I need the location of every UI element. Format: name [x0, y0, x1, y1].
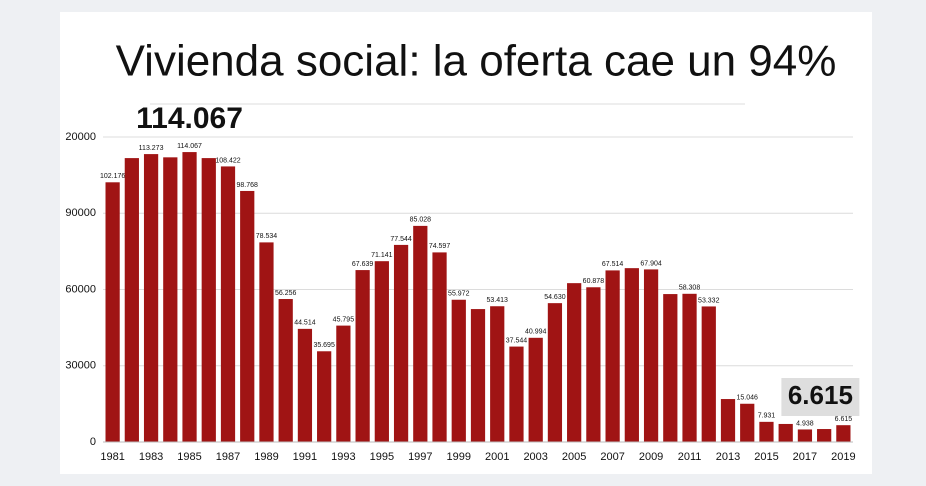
x-tick-label: 1993 — [331, 451, 355, 463]
bar — [317, 351, 332, 442]
bar — [701, 306, 716, 442]
data-label: 55.972 — [448, 291, 470, 298]
bar — [336, 325, 351, 442]
x-tick-label: 1997 — [408, 451, 432, 463]
bar — [470, 309, 486, 442]
x-tick-label: 2017 — [793, 451, 817, 463]
data-label: 85.028 — [410, 217, 432, 224]
data-label: 56.256 — [275, 290, 297, 297]
bar — [105, 182, 120, 442]
bar — [643, 269, 659, 442]
bar — [451, 299, 466, 442]
data-label: 45.795 — [333, 316, 355, 323]
bar — [259, 242, 274, 442]
data-label: 40.994 — [525, 329, 547, 336]
data-label: 15.046 — [737, 395, 759, 402]
data-label: 58.308 — [679, 285, 701, 292]
bar — [528, 337, 543, 442]
x-tick-label: 2003 — [523, 451, 547, 463]
annotation: 114.067 — [136, 102, 243, 135]
bar — [432, 252, 447, 442]
x-tick-label: 1995 — [370, 451, 394, 463]
bar — [624, 268, 639, 442]
bar — [759, 421, 774, 442]
bar — [374, 261, 389, 442]
x-tick-label: 2013 — [716, 451, 740, 463]
x-tick-label: 1987 — [216, 451, 240, 463]
x-tick-label: 2007 — [600, 451, 624, 463]
data-label: 4.938 — [796, 420, 814, 427]
bar — [201, 158, 216, 443]
data-label: 77.544 — [390, 236, 412, 243]
bar — [547, 303, 563, 442]
data-label: 67.904 — [640, 260, 662, 267]
bar — [720, 399, 736, 442]
bar — [490, 306, 505, 442]
data-label: 114.067 — [177, 143, 202, 150]
bar — [605, 270, 620, 442]
data-label: 53.413 — [487, 297, 509, 304]
bar — [778, 423, 793, 442]
data-label: 67.639 — [352, 261, 374, 268]
x-tick-label: 1985 — [177, 451, 201, 463]
data-label: 6.615 — [835, 416, 853, 423]
annotation: 6.615 — [788, 380, 853, 410]
bar — [682, 293, 697, 442]
bar — [740, 403, 755, 442]
bar — [413, 225, 428, 442]
bar — [567, 283, 582, 442]
data-label: 113.273 — [139, 145, 164, 152]
bar — [124, 158, 139, 443]
x-tick-label: 1981 — [100, 451, 124, 463]
data-label: 108.422 — [215, 157, 240, 164]
x-tick-label: 2015 — [754, 451, 778, 463]
bar — [663, 294, 678, 442]
data-label: 7.931 — [758, 413, 776, 420]
y-tick-label: 30000 — [65, 360, 96, 372]
data-label: 98.768 — [237, 182, 259, 189]
bar — [355, 270, 370, 442]
data-label: 60.878 — [583, 278, 605, 285]
x-tick-label: 2011 — [678, 451, 702, 463]
x-tick-label: 1999 — [447, 451, 471, 463]
y-tick-label: 60000 — [65, 283, 96, 295]
y-tick-label: 90000 — [65, 207, 96, 219]
bar — [143, 154, 159, 443]
bar — [509, 346, 524, 442]
bar — [586, 287, 601, 442]
y-tick-label: 20000 — [65, 131, 96, 143]
bar — [836, 425, 851, 442]
annotation-box — [781, 378, 860, 416]
bar — [220, 166, 236, 442]
bar — [297, 328, 313, 442]
bar — [240, 190, 255, 442]
x-tick-label: 1991 — [293, 451, 317, 463]
data-label: 71.141 — [371, 252, 393, 259]
bar — [817, 429, 832, 442]
x-tick-label: 2019 — [831, 451, 855, 463]
x-tick-label: 1989 — [254, 451, 278, 463]
x-tick-label: 2005 — [562, 451, 586, 463]
bar — [797, 429, 813, 442]
data-label: 102.176 — [100, 173, 125, 180]
bar — [163, 157, 178, 443]
x-tick-label: 2001 — [485, 451, 509, 463]
data-label: 67.514 — [602, 261, 624, 268]
data-label: 44.514 — [294, 320, 316, 327]
data-label: 35.695 — [313, 342, 335, 349]
data-label: 74.597 — [429, 243, 451, 250]
bar — [278, 299, 293, 442]
data-label: 53.332 — [698, 297, 720, 304]
chart-title: Vivienda social: la oferta cae un 94% — [116, 37, 837, 86]
y-tick-label: 0 — [90, 436, 96, 448]
data-label: 37.544 — [506, 337, 528, 344]
x-tick-label: 2009 — [639, 451, 663, 463]
bar — [393, 244, 409, 442]
data-label: 78.534 — [256, 233, 278, 240]
data-label: 54.630 — [544, 294, 566, 301]
x-tick-label: 1983 — [139, 451, 163, 463]
bar — [182, 152, 197, 442]
